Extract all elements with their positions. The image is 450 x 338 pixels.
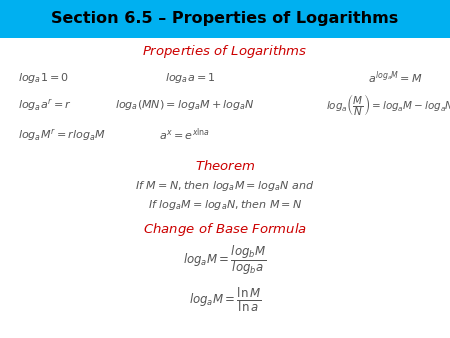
Text: $a^x = e^{x\mathrm{ln}a}$: $a^x = e^{x\mathrm{ln}a}$: [159, 127, 211, 143]
Text: $log_a a^r = r$: $log_a a^r = r$: [18, 97, 72, 113]
FancyBboxPatch shape: [0, 38, 450, 338]
Text: $log_a M^r = rlog_a M$: $log_a M^r = rlog_a M$: [18, 127, 105, 143]
Text: $a^{log_a M} = M$: $a^{log_a M} = M$: [368, 70, 423, 86]
Text: $log_a M = \dfrac{\ln M}{\ln a}$: $log_a M = \dfrac{\ln M}{\ln a}$: [189, 286, 261, 314]
Text: $\mathit{Properties\ of\ Logarithms}$: $\mathit{Properties\ of\ Logarithms}$: [143, 44, 307, 61]
Text: $If\ log_a M = log_a N, then\ M = N$: $If\ log_a M = log_a N, then\ M = N$: [148, 198, 302, 212]
Text: $log_a a = 1$: $log_a a = 1$: [165, 71, 215, 85]
Text: $log_a 1 = 0$: $log_a 1 = 0$: [18, 71, 69, 85]
FancyBboxPatch shape: [0, 0, 450, 38]
Text: Section 6.5 – Properties of Logarithms: Section 6.5 – Properties of Logarithms: [51, 11, 399, 26]
Text: $log_a \left(\dfrac{M}{N}\right) = log_a M - log_a N$: $log_a \left(\dfrac{M}{N}\right) = log_a…: [326, 92, 450, 118]
Text: $If\ M = N, then\ log_a M = log_a N\ and$: $If\ M = N, then\ log_a M = log_a N\ and…: [135, 179, 315, 193]
Text: $\mathit{Change\ of\ Base\ Formula}$: $\mathit{Change\ of\ Base\ Formula}$: [143, 221, 307, 239]
Text: $log_a M = \dfrac{log_b M}{log_b a}$: $log_a M = \dfrac{log_b M}{log_b a}$: [183, 243, 267, 277]
Text: $log_a(MN) = log_a M + log_a N$: $log_a(MN) = log_a M + log_a N$: [115, 98, 255, 112]
Text: $\mathit{Theorem}$: $\mathit{Theorem}$: [195, 159, 255, 173]
